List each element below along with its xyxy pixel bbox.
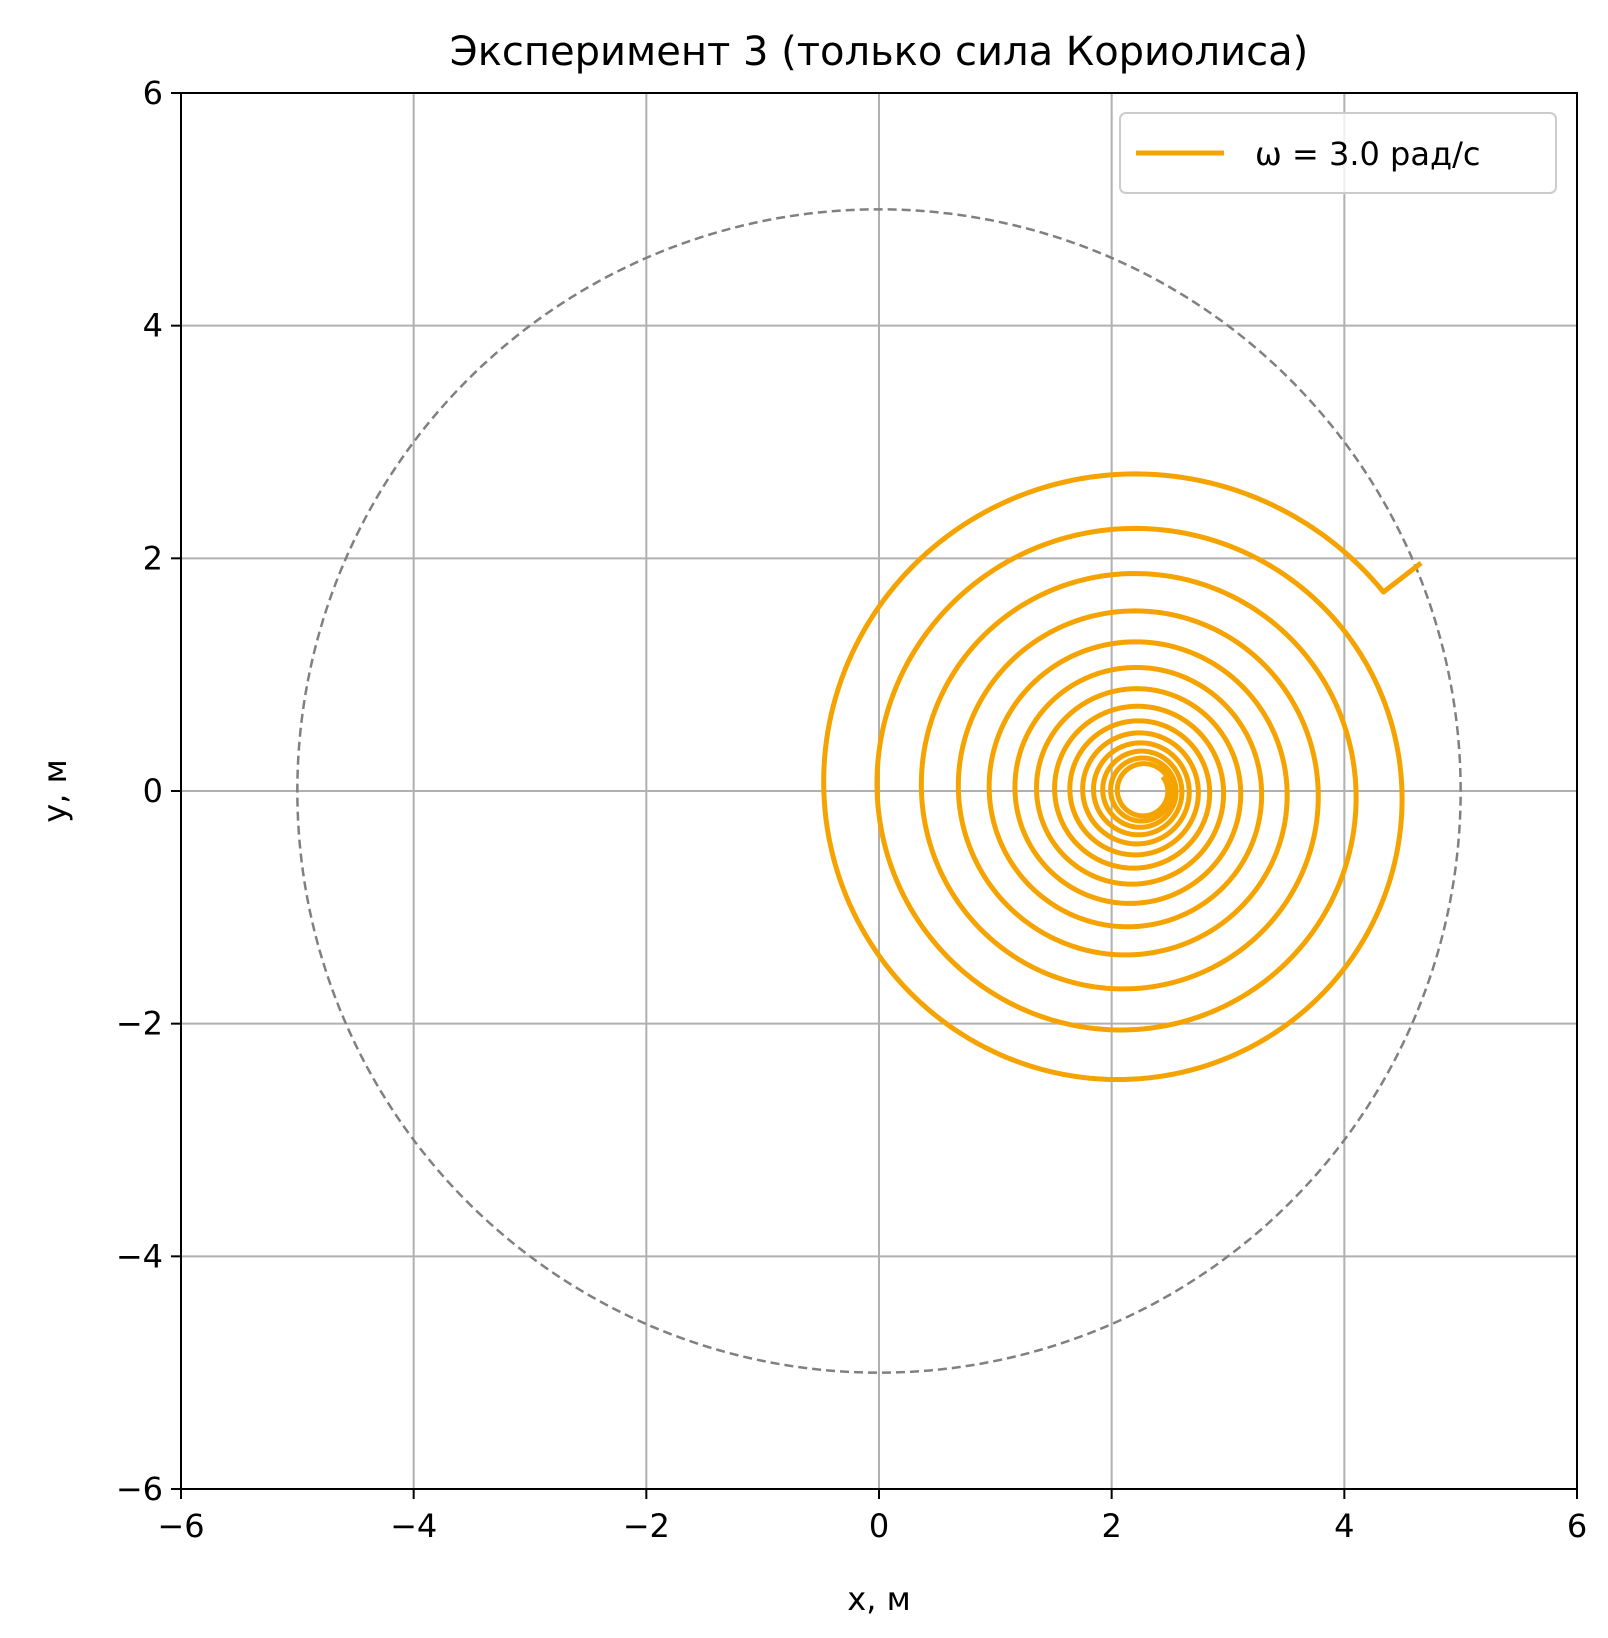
y-axis-label: y, м (36, 759, 74, 822)
trajectory-line (821, 471, 1423, 1083)
y-tick-label: −2 (116, 1005, 163, 1043)
x-tick-label: 0 (869, 1507, 889, 1545)
chart-title: Эксперимент 3 (только сила Кориолиса) (450, 29, 1308, 75)
y-tick-label: 6 (143, 74, 163, 112)
x-tick-label: −4 (390, 1507, 437, 1545)
y-tick-label: 2 (143, 539, 163, 577)
y-tick-label: −4 (116, 1237, 163, 1275)
x-axis-label: x, м (847, 1580, 910, 1618)
legend-label: ω = 3.0 рад/с (1255, 135, 1480, 173)
plot-area (296, 208, 1462, 1374)
legend: ω = 3.0 рад/с (1119, 112, 1557, 194)
y-tick-label: −6 (116, 1470, 163, 1508)
x-tick-label: 6 (1567, 1507, 1587, 1545)
y-tick-label: 4 (143, 307, 163, 345)
y-tick-label: 0 (143, 772, 163, 810)
x-tick-label: 4 (1334, 1507, 1354, 1545)
ticks: −6 −4 −2 0 2 4 6 −6 −4 −2 0 2 4 6 (116, 74, 1587, 1545)
boundary-circle (296, 208, 1462, 1374)
legend-box (1119, 112, 1557, 194)
x-tick-label: 2 (1101, 1507, 1121, 1545)
x-tick-label: −2 (623, 1507, 670, 1545)
x-tick-label: −6 (157, 1507, 204, 1545)
